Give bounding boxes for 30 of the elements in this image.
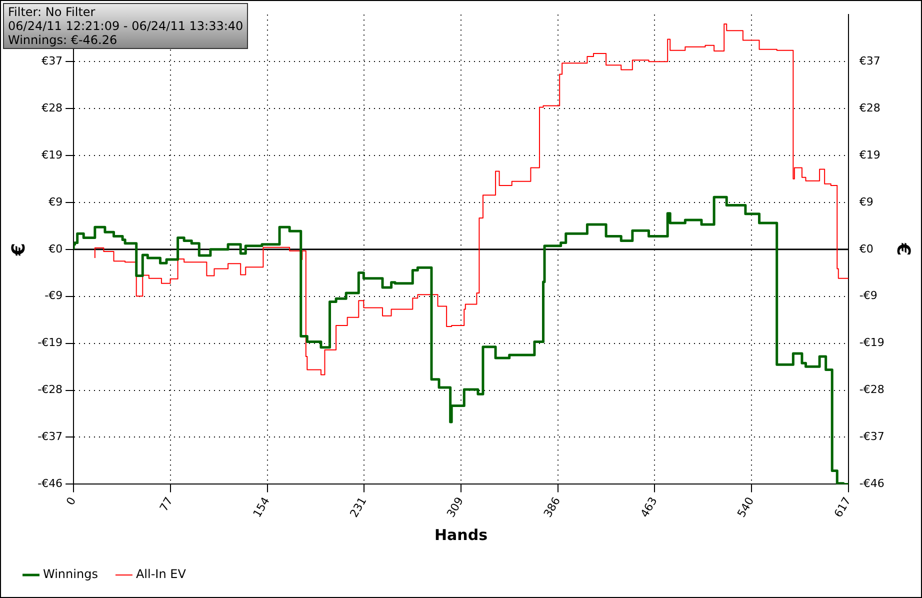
legend-label: All-In EV (136, 567, 187, 582)
y-tick-label: €28 (42, 101, 63, 114)
y2-tick-label: €37 (859, 54, 880, 68)
y-tick-label: €37 (42, 54, 63, 68)
y2-tick-label: -€19 (859, 336, 884, 350)
y-axis-title: € (8, 243, 30, 257)
y2-tick-label: €19 (859, 148, 880, 162)
x-axis-title: Hands (434, 526, 488, 544)
y-tick-label: -€37 (38, 430, 63, 444)
y2-tick-label: -€9 (859, 289, 878, 302)
y2-tick-label: €9 (859, 195, 874, 208)
y-tick-label: -€9 (44, 289, 63, 302)
legend-label: Winnings (43, 567, 98, 582)
x-tick-label: 0 (64, 494, 79, 508)
annotation: Filter: No Filter (8, 5, 96, 19)
y-tick-label: -€46 (38, 477, 63, 490)
y2-tick-label: €0 (859, 242, 874, 256)
y2-tick-label: -€37 (859, 430, 884, 444)
y-tick-label: €9 (48, 195, 63, 208)
y2-tick-label: -€46 (859, 477, 884, 490)
annotation: Winnings: €-46.26 (8, 33, 118, 47)
y-tick-label: -€28 (38, 383, 63, 396)
y-tick-label: -€19 (38, 336, 63, 350)
y2-tick-label: €28 (859, 101, 880, 114)
y-tick-label: €19 (42, 148, 63, 162)
annotation: 06/24/11 12:21:09 - 06/24/11 13:33:40 (8, 19, 244, 33)
y2-tick-label: -€28 (859, 383, 884, 396)
y-tick-label: €0 (48, 242, 63, 256)
x-tick-label: 77 (157, 494, 176, 514)
y2-axis-title: € (892, 242, 914, 256)
